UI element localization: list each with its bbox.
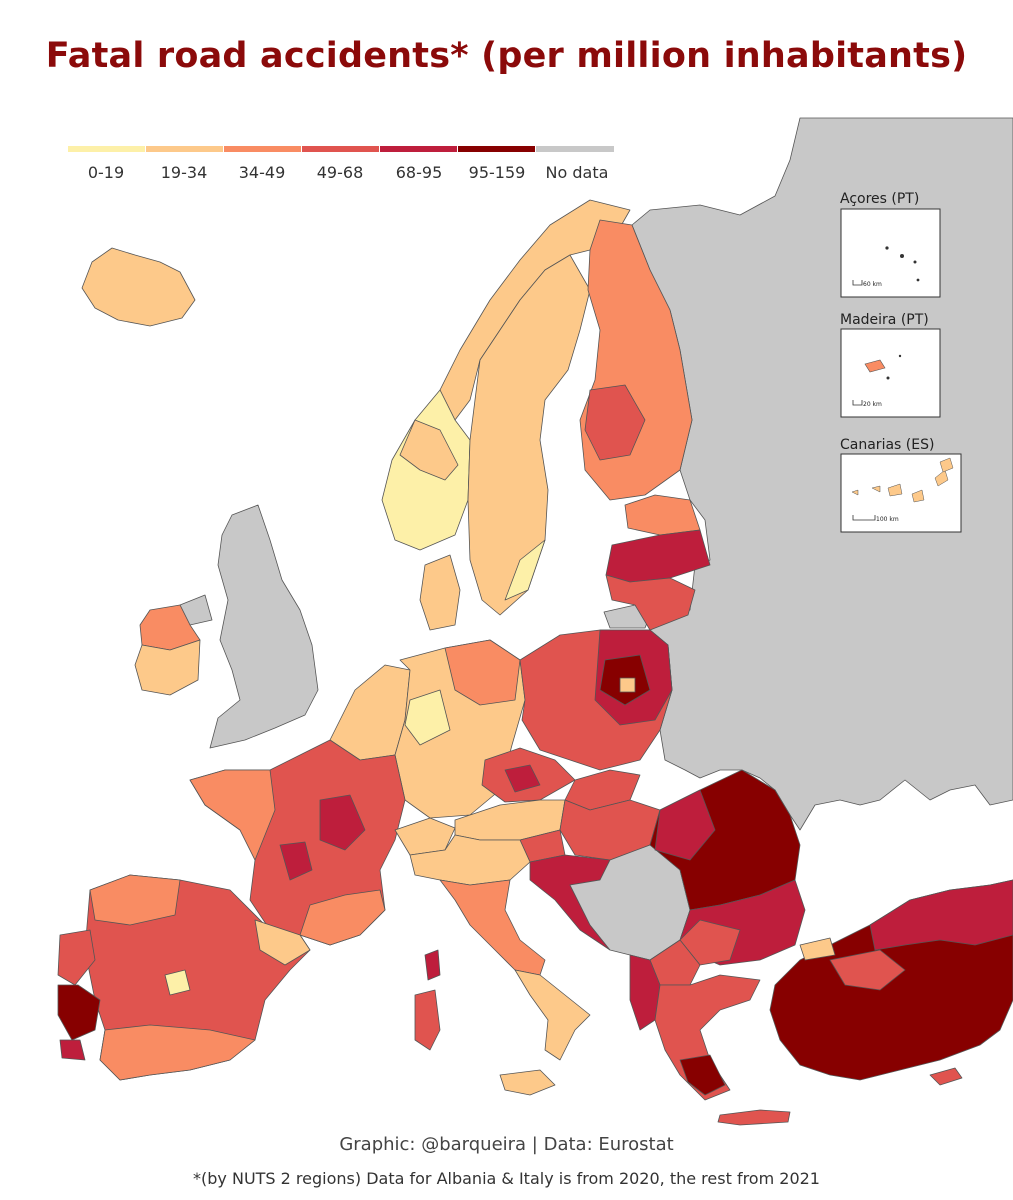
legend-swatch-95-159 <box>458 146 535 152</box>
legend-label: No data <box>546 163 609 182</box>
region-spain-north <box>89 874 181 926</box>
region-spain-south <box>99 1024 256 1081</box>
region-romania-west <box>654 789 716 861</box>
region-poland-warsaw <box>619 677 636 693</box>
region-spain-catalonia <box>254 919 311 966</box>
inset-azores-scale: 60 km <box>863 281 882 288</box>
region-portugal-centre <box>57 984 101 1041</box>
legend-swatch-34-49 <box>224 146 301 152</box>
region-turkey-central <box>829 949 906 991</box>
region-greece <box>654 974 761 1101</box>
region-italy-north <box>409 834 531 886</box>
credit-line: Graphic: @barqueira | Data: Eurostat <box>339 1134 674 1155</box>
region-greece-peloponnese <box>679 1054 726 1096</box>
region-corsica <box>424 949 441 981</box>
region-sweden-stockholm <box>504 539 546 601</box>
region-great-britain-no-data <box>209 504 319 749</box>
region-denmark <box>419 554 461 631</box>
region-france-west <box>189 769 276 861</box>
legend-label: 68-95 <box>396 163 443 182</box>
region-finland-central <box>584 384 646 461</box>
region-estonia <box>624 494 701 536</box>
region-switzerland <box>394 817 456 856</box>
inset-azores-label: Açores (PT) <box>840 191 919 207</box>
region-germany-central <box>404 689 451 746</box>
region-italy-south <box>514 969 591 1061</box>
region-cyprus <box>929 1067 963 1086</box>
region-sardinia <box>414 989 441 1051</box>
footnote: *(by NUTS 2 regions) Data for Albania & … <box>193 1169 820 1188</box>
region-czechia-central <box>504 764 541 793</box>
region-turkey-north <box>869 879 1013 951</box>
legend-label: 49-68 <box>317 163 364 182</box>
legend-label: 95-159 <box>469 163 526 182</box>
inset-madeira-label: Madeira (PT) <box>840 312 929 328</box>
region-france-limousin <box>279 841 313 881</box>
region-germany-north-east <box>444 639 521 706</box>
region-iceland <box>81 247 196 327</box>
legend-swatch-68-95 <box>380 146 457 152</box>
region-crete <box>717 1109 791 1126</box>
region-turkey-thrace <box>799 937 836 961</box>
legend-label: 19-34 <box>161 163 208 182</box>
region-france-south <box>299 889 386 946</box>
legend-label: 0-19 <box>88 163 124 182</box>
legend-swatch-49-68 <box>302 146 379 152</box>
region-portugal-south <box>59 1039 86 1061</box>
inset-canarias: Canarias (ES) 100 km <box>840 437 962 533</box>
legend-swatch-19-34 <box>146 146 223 152</box>
inset-canarias-label: Canarias (ES) <box>840 437 934 453</box>
legend-label: 34-49 <box>239 163 286 182</box>
region-italy-centre <box>439 879 546 976</box>
region-portugal-north <box>57 929 96 986</box>
map-title: Fatal road accidents* (per million inhab… <box>45 36 968 76</box>
legend-swatch-no-data <box>536 146 614 152</box>
legend: 0-19 19-34 34-49 49-68 68-95 95-159 No d… <box>68 146 614 182</box>
inset-madeira-scale: 20 km <box>863 401 882 408</box>
inset-madeira: Madeira (PT) 20 km <box>840 312 941 418</box>
region-ireland-south <box>134 639 201 696</box>
region-lithuania <box>605 574 696 631</box>
region-france-centre <box>319 794 366 851</box>
region-norway-central <box>399 419 459 481</box>
region-spain-madrid <box>164 969 191 996</box>
inset-azores: Açores (PT) 60 km <box>840 191 941 298</box>
region-sicily <box>499 1069 556 1096</box>
legend-swatch-0-19 <box>68 146 145 152</box>
inset-canarias-scale: 100 km <box>876 516 899 523</box>
